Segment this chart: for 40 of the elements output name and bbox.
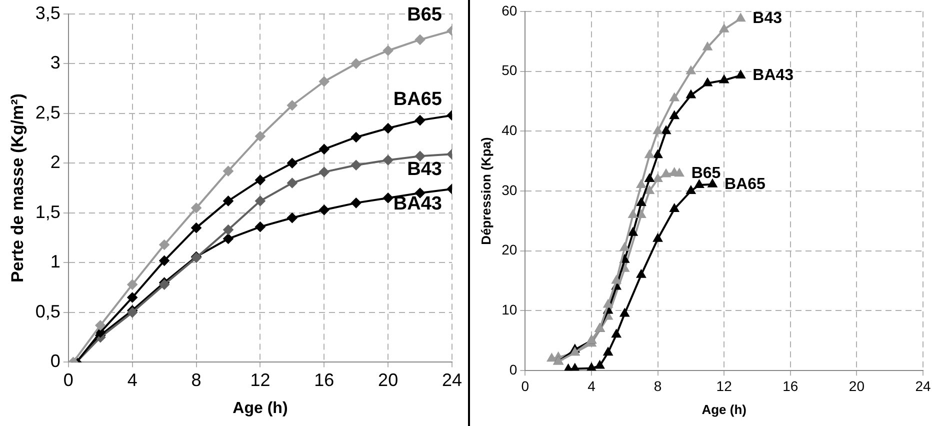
series-label: B43 xyxy=(407,158,442,180)
x-axis-title: Age (h) xyxy=(232,400,288,417)
x-tick-label: 16 xyxy=(314,370,334,390)
series-label: B65 xyxy=(407,4,442,26)
y-tick-label: 0 xyxy=(50,351,60,372)
series-label: BA43 xyxy=(752,66,794,84)
x-tick-label: 20 xyxy=(378,370,398,390)
x-tick-label: 20 xyxy=(848,378,865,394)
x-tick-label: 12 xyxy=(250,370,270,390)
y-tick-label: 40 xyxy=(502,122,518,138)
x-tick-label: 0 xyxy=(63,370,74,390)
series-label: BA43 xyxy=(393,194,442,215)
series-label: B43 xyxy=(752,10,782,27)
y-tick-label: 1 xyxy=(50,252,60,272)
y-tick-label: 50 xyxy=(502,62,518,78)
y-tick-label: 10 xyxy=(502,302,518,318)
x-tick-label: 24 xyxy=(915,378,931,394)
series-label: BA65 xyxy=(393,89,442,110)
x-tick-label: 16 xyxy=(782,378,798,394)
series-label: B65 xyxy=(691,165,721,182)
y-tick-label: 30 xyxy=(502,182,518,198)
y-axis-title: Perte de masse (Kg/m²) xyxy=(8,94,27,282)
x-tick-label: 8 xyxy=(654,378,662,394)
x-tick-label: 4 xyxy=(588,378,596,394)
y-tick-label: 0,5 xyxy=(35,301,60,322)
x-axis-title: Age (h) xyxy=(702,402,746,417)
x-tick-label: 24 xyxy=(442,370,462,390)
y-tick-label: 60 xyxy=(502,2,518,18)
x-tick-label: 12 xyxy=(716,378,732,394)
y-tick-label: 20 xyxy=(502,242,518,258)
series-label: BA65 xyxy=(724,176,766,193)
x-tick-label: 4 xyxy=(127,370,138,390)
y-tick-label: 2 xyxy=(50,152,60,172)
y-axis-title: Dépression (Kpa) xyxy=(478,137,494,245)
y-tick-label: 2,5 xyxy=(35,102,60,122)
y-tick-label: 3 xyxy=(50,52,60,73)
x-tick-label: 8 xyxy=(191,370,202,390)
x-tick-label: 0 xyxy=(521,378,530,394)
y-tick-label: 1,5 xyxy=(35,202,60,222)
y-tick-label: 3,5 xyxy=(35,2,60,23)
